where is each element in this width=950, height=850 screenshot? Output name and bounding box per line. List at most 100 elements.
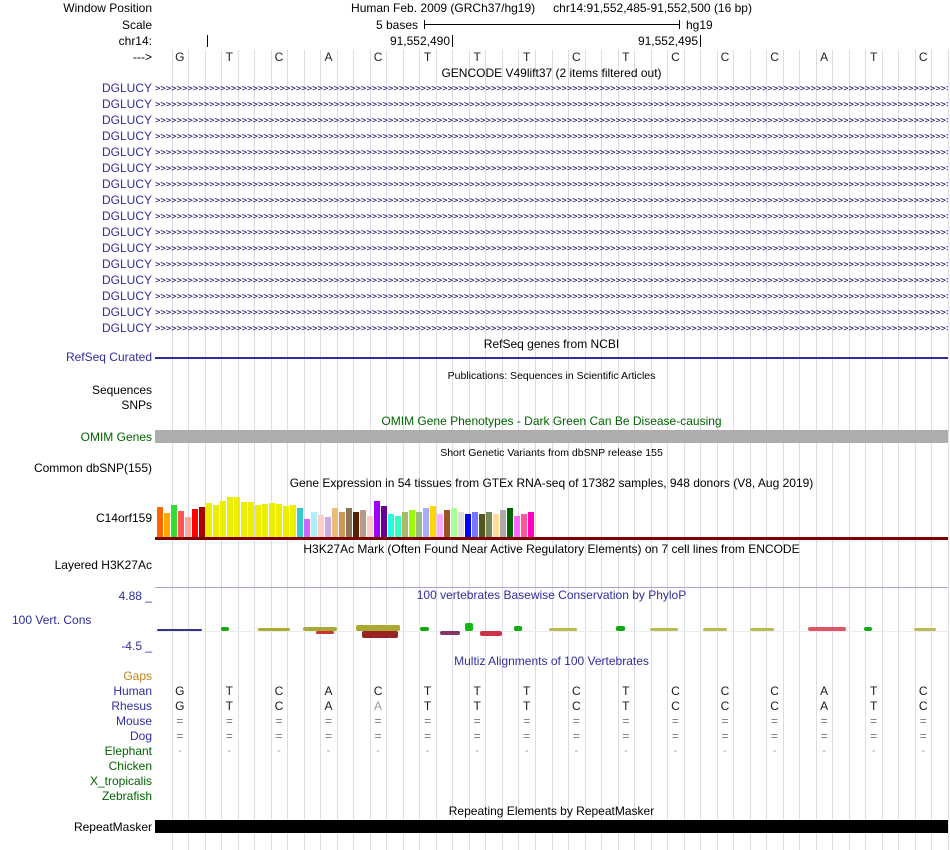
gtex-bar[interactable]	[451, 508, 457, 537]
gtex-bar[interactable]	[444, 510, 450, 537]
gencode-item-arrows[interactable]: >>>>>>>>>>>>>>>>>>>>>>>>>>>>>>>>>>>>>>>>…	[155, 132, 948, 142]
gtex-bar[interactable]	[290, 505, 296, 537]
species-label-gaps[interactable]: Gaps	[123, 669, 152, 683]
gtex-bar[interactable]	[458, 512, 464, 537]
gtex-bar[interactable]	[409, 510, 415, 537]
gencode-item-arrows[interactable]: >>>>>>>>>>>>>>>>>>>>>>>>>>>>>>>>>>>>>>>>…	[155, 244, 948, 254]
gtex-bar[interactable]	[353, 512, 359, 537]
gencode-item-label[interactable]: DGLUCY	[101, 273, 152, 287]
gtex-bar[interactable]	[528, 512, 534, 537]
gencode-item-arrows[interactable]: >>>>>>>>>>>>>>>>>>>>>>>>>>>>>>>>>>>>>>>>…	[155, 260, 948, 270]
gencode-item-arrows[interactable]: >>>>>>>>>>>>>>>>>>>>>>>>>>>>>>>>>>>>>>>>…	[155, 100, 948, 110]
gtex-bar[interactable]	[213, 505, 219, 537]
gencode-item-arrows[interactable]: >>>>>>>>>>>>>>>>>>>>>>>>>>>>>>>>>>>>>>>>…	[155, 148, 948, 158]
gtex-bar[interactable]	[311, 512, 317, 537]
gtex-bar[interactable]	[297, 508, 303, 537]
gencode-item-arrows[interactable]: >>>>>>>>>>>>>>>>>>>>>>>>>>>>>>>>>>>>>>>>…	[155, 116, 948, 126]
gencode-item-label[interactable]: DGLUCY	[101, 257, 152, 271]
gtex-bar[interactable]	[493, 514, 499, 537]
gtex-bar[interactable]	[248, 502, 254, 537]
gencode-item-label[interactable]: DGLUCY	[101, 145, 152, 159]
gencode-item-label[interactable]: DGLUCY	[101, 305, 152, 319]
gencode-item-label[interactable]: DGLUCY	[101, 177, 152, 191]
gencode-item-label[interactable]: DGLUCY	[101, 97, 152, 111]
gtex-bar[interactable]	[486, 512, 492, 537]
gencode-item-arrows[interactable]: >>>>>>>>>>>>>>>>>>>>>>>>>>>>>>>>>>>>>>>>…	[155, 180, 948, 190]
species-label-zebrafish[interactable]: Zebrafish	[101, 789, 152, 803]
gtex-bar[interactable]	[332, 508, 338, 537]
refseq-gene-item[interactable]	[155, 357, 948, 359]
omim-gene-bar[interactable]	[155, 430, 948, 443]
gencode-item-arrows[interactable]: >>>>>>>>>>>>>>>>>>>>>>>>>>>>>>>>>>>>>>>>…	[155, 164, 948, 174]
gencode-item-arrows[interactable]: >>>>>>>>>>>>>>>>>>>>>>>>>>>>>>>>>>>>>>>>…	[155, 308, 948, 318]
gtex-bar[interactable]	[367, 516, 373, 537]
gtex-bar[interactable]	[402, 512, 408, 537]
gtex-bar[interactable]	[360, 510, 366, 537]
gtex-bar[interactable]	[185, 517, 191, 537]
gtex-bar[interactable]	[500, 510, 506, 537]
species-label-rhesus[interactable]: Rhesus	[111, 699, 152, 713]
gtex-bar[interactable]	[521, 514, 527, 537]
gtex-bar[interactable]	[479, 514, 485, 537]
gtex-bar[interactable]	[262, 504, 268, 537]
gtex-bar[interactable]	[339, 512, 345, 537]
dbsnp-track-label[interactable]: Common dbSNP(155)	[33, 461, 152, 475]
omim-track-label[interactable]: OMIM Genes	[80, 430, 152, 444]
gtex-bar[interactable]	[199, 507, 205, 537]
gencode-item-label[interactable]: DGLUCY	[101, 81, 152, 95]
gtex-bar[interactable]	[283, 506, 289, 537]
gencode-item-label[interactable]: DGLUCY	[101, 113, 152, 127]
gtex-bar[interactable]	[220, 501, 226, 537]
gencode-item-arrows[interactable]: >>>>>>>>>>>>>>>>>>>>>>>>>>>>>>>>>>>>>>>>…	[155, 84, 948, 94]
gtex-bar[interactable]	[416, 512, 422, 537]
gtex-bar[interactable]	[269, 503, 275, 537]
gtex-bar[interactable]	[507, 508, 513, 537]
gtex-bar[interactable]	[192, 509, 198, 537]
gtex-bar[interactable]	[325, 517, 331, 537]
gtex-bar[interactable]	[388, 514, 394, 537]
gencode-item-label[interactable]: DGLUCY	[101, 209, 152, 223]
gtex-bar[interactable]	[206, 503, 212, 537]
gtex-bar[interactable]	[164, 513, 170, 537]
gtex-bar[interactable]	[304, 519, 310, 537]
gencode-item-arrows[interactable]: >>>>>>>>>>>>>>>>>>>>>>>>>>>>>>>>>>>>>>>>…	[155, 212, 948, 222]
gtex-bar[interactable]	[318, 515, 324, 537]
gtex-bar[interactable]	[227, 497, 233, 537]
gencode-item-label[interactable]: DGLUCY	[101, 289, 152, 303]
gtex-bar[interactable]	[255, 505, 261, 537]
species-label-x_tropicalis[interactable]: X_tropicalis	[89, 774, 152, 788]
h3k27ac-track-label[interactable]: Layered H3K27Ac	[54, 558, 152, 572]
gencode-item-arrows[interactable]: >>>>>>>>>>>>>>>>>>>>>>>>>>>>>>>>>>>>>>>>…	[155, 276, 948, 286]
species-label-dog[interactable]: Dog	[129, 729, 152, 743]
gtex-bar[interactable]	[346, 508, 352, 537]
gtex-bar[interactable]	[395, 516, 401, 537]
gtex-bar[interactable]	[234, 497, 240, 537]
gtex-bar[interactable]	[157, 507, 163, 537]
gencode-item-label[interactable]: DGLUCY	[101, 321, 152, 335]
gtex-bar[interactable]	[178, 511, 184, 537]
species-label-human[interactable]: Human	[113, 684, 152, 698]
repeatmasker-track-label[interactable]: RepeatMasker	[73, 820, 152, 834]
gtex-bar[interactable]	[374, 501, 380, 537]
gencode-item-arrows[interactable]: >>>>>>>>>>>>>>>>>>>>>>>>>>>>>>>>>>>>>>>>…	[155, 196, 948, 206]
gencode-item-arrows[interactable]: >>>>>>>>>>>>>>>>>>>>>>>>>>>>>>>>>>>>>>>>…	[155, 324, 948, 334]
gtex-bar[interactable]	[423, 508, 429, 537]
gtex-bar[interactable]	[514, 516, 520, 537]
gtex-bar[interactable]	[437, 514, 443, 537]
gtex-bar[interactable]	[276, 504, 282, 537]
gtex-bar[interactable]	[465, 514, 471, 537]
gencode-item-arrows[interactable]: >>>>>>>>>>>>>>>>>>>>>>>>>>>>>>>>>>>>>>>>…	[155, 292, 948, 302]
gtex-bar[interactable]	[472, 512, 478, 537]
gtex-bar[interactable]	[171, 505, 177, 537]
refseq-track-label[interactable]: RefSeq Curated	[65, 350, 152, 364]
gtex-bar[interactable]	[241, 502, 247, 537]
gencode-item-label[interactable]: DGLUCY	[101, 129, 152, 143]
publications-sequences-label[interactable]: Sequences	[91, 383, 152, 397]
gencode-item-label[interactable]: DGLUCY	[101, 225, 152, 239]
species-label-mouse[interactable]: Mouse	[115, 714, 152, 728]
publications-snps-label[interactable]: SNPs	[121, 398, 152, 412]
phylop-track-label[interactable]: 100 Vert. Cons	[12, 613, 92, 627]
gencode-item-arrows[interactable]: >>>>>>>>>>>>>>>>>>>>>>>>>>>>>>>>>>>>>>>>…	[155, 228, 948, 238]
gencode-item-label[interactable]: DGLUCY	[101, 241, 152, 255]
